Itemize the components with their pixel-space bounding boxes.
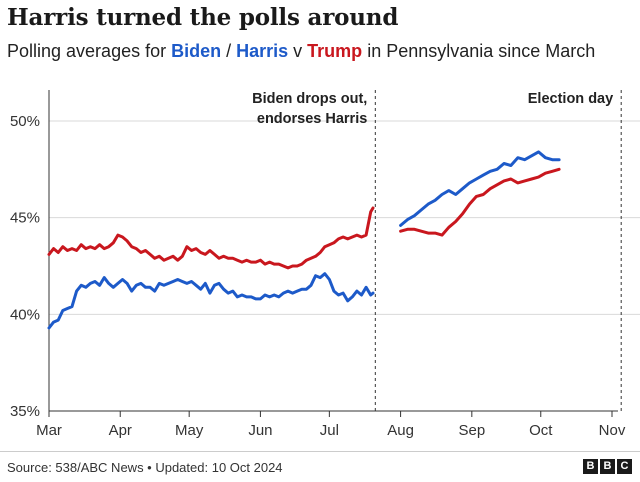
annotation-label: Biden drops out, [252, 91, 367, 107]
x-tick-label: May [175, 422, 204, 439]
bbc-logo-letter: C [617, 459, 632, 474]
x-tick-label: Jul [320, 422, 339, 439]
chart-subtitle: Polling averages for Biden / Harris v Tr… [7, 41, 595, 62]
source-note: Source: 538/ABC News • Updated: 10 Oct 2… [7, 460, 283, 475]
chart-title: Harris turned the polls around [7, 4, 399, 31]
y-tick-label: 50% [10, 113, 40, 130]
subtitle-prefix: Polling averages for [7, 41, 172, 61]
series-line-biden [47, 272, 375, 330]
series-line-trump [47, 206, 375, 270]
subtitle-suffix: in Pennsylvania since March [362, 41, 596, 61]
subtitle-harris: Harris [236, 41, 289, 61]
subtitle-trump: Trump [307, 41, 363, 61]
annotation-label: endorses Harris [257, 111, 367, 127]
x-tick-label: Oct [529, 422, 553, 439]
x-tick-label: Apr [109, 422, 132, 439]
subtitle-v: v [288, 41, 308, 61]
footer-divider [0, 451, 640, 452]
x-tick-label: Mar [36, 422, 62, 439]
series-line-trump [399, 167, 561, 237]
x-tick-label: Nov [599, 422, 626, 439]
bbc-logo-letter: B [583, 459, 598, 474]
x-tick-label: Aug [387, 422, 414, 439]
y-tick-label: 45% [10, 210, 40, 227]
y-tick-label: 40% [10, 306, 40, 323]
x-tick-label: Sep [458, 422, 485, 439]
x-tick-label: Jun [248, 422, 272, 439]
series-line-harris [399, 150, 561, 227]
subtitle-biden: Biden [171, 41, 222, 61]
y-tick-label: 35% [10, 403, 40, 420]
bbc-logo: B B C [583, 459, 632, 474]
line-chart: 35% 40% 45% 50% Mar Apr May Jun Jul Aug Sep Oct Nov B… [10, 90, 640, 439]
annotation-label: Election day [528, 91, 613, 107]
subtitle-sep: / [221, 41, 237, 61]
bbc-logo-letter: B [600, 459, 615, 474]
